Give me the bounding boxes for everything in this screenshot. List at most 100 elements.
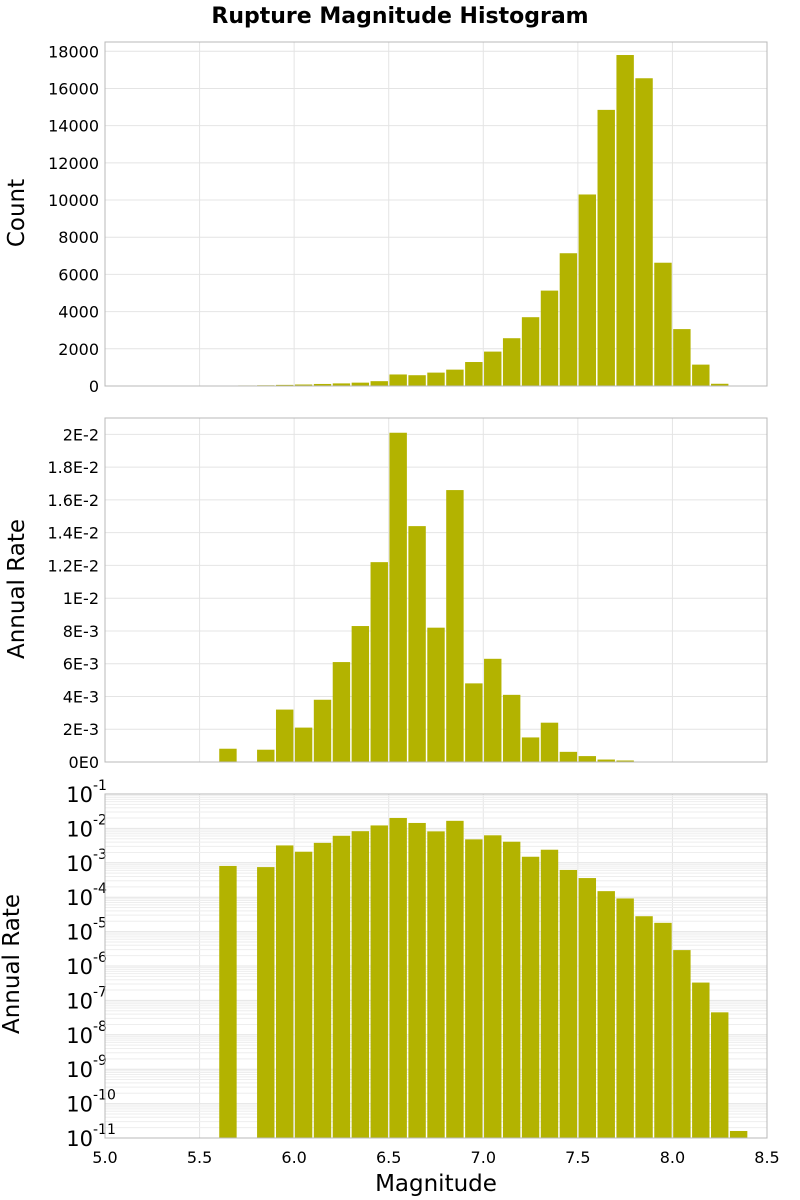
- histogram-bar: [597, 109, 615, 386]
- x-tick-label: 5.5: [187, 1148, 212, 1167]
- histogram-bar: [370, 825, 388, 1138]
- histogram-bar: [332, 383, 351, 386]
- y-tick-label: 1E-2: [63, 589, 99, 608]
- y-tick-label: 1.8E-2: [47, 458, 99, 477]
- y-tick-label-exponent: -1: [93, 778, 107, 794]
- x-tick-label: 6.0: [281, 1148, 306, 1167]
- y-tick-label-base: 10: [66, 989, 93, 1013]
- histogram-bar: [616, 760, 634, 762]
- histogram-bar: [540, 849, 559, 1138]
- histogram-bar: [294, 384, 313, 386]
- histogram-bar: [257, 749, 275, 762]
- y-tick-label: 1.6E-2: [47, 491, 99, 510]
- histogram-bar: [484, 658, 502, 762]
- panel-1: 0 2000 4000 6000 8000 10000 12000 14000 16000 180…: [4, 41, 768, 396]
- y-tick-label: 4000: [58, 303, 99, 322]
- histogram-bar: [729, 1130, 748, 1138]
- histogram-bar: [257, 867, 275, 1138]
- histogram-bar: [427, 627, 445, 762]
- y-axis-label: Annual Rate: [0, 894, 25, 1034]
- histogram-bar: [502, 338, 521, 386]
- y-tick-label: 16000: [48, 79, 99, 98]
- y-tick-label-base: 10: [66, 955, 93, 979]
- y-tick-label-base: 10: [66, 921, 93, 945]
- y-tick-label: 6000: [58, 265, 99, 284]
- histogram-bar: [465, 362, 483, 386]
- histogram-bar: [559, 869, 578, 1138]
- y-tick-label-base: 10: [66, 1093, 93, 1117]
- histogram-bar: [654, 262, 672, 386]
- y-tick-label-base: 10: [66, 1127, 93, 1151]
- histogram-bar: [484, 835, 502, 1138]
- plot-frame: [104, 793, 768, 1139]
- histogram-bar: [219, 865, 237, 1138]
- histogram-bar: [635, 916, 653, 1138]
- x-tick-label: 8.0: [660, 1148, 685, 1167]
- x-axis-label: Magnitude: [375, 1171, 497, 1197]
- histogram-bar: [559, 751, 578, 762]
- histogram-bar: [578, 878, 597, 1138]
- histogram-bar: [446, 820, 464, 1138]
- y-tick-label: 4E-3: [63, 687, 99, 706]
- y-tick-label: 8E-3: [63, 622, 99, 641]
- histogram-bar: [521, 317, 540, 386]
- histogram-bar: [521, 856, 540, 1138]
- histogram-bar: [408, 375, 426, 386]
- histogram-bar: [635, 78, 653, 386]
- x-tick-label: 7.5: [565, 1148, 590, 1167]
- y-tick-label: 10000: [48, 191, 99, 210]
- histogram-bar: [502, 841, 521, 1138]
- x-tick-label: 6.5: [376, 1148, 401, 1167]
- histogram-bar: [578, 194, 597, 386]
- histogram-bar: [711, 383, 729, 386]
- histogram-bar: [654, 922, 672, 1138]
- y-tick-label: 1.2E-2: [47, 556, 99, 575]
- histogram-bar: [427, 831, 445, 1138]
- y-axis-label: Count: [4, 179, 30, 247]
- histogram-bar: [408, 822, 426, 1138]
- y-tick-label-base: 10: [66, 817, 93, 841]
- histogram-bar: [370, 381, 388, 386]
- histogram-bar: [692, 982, 710, 1138]
- y-tick-label-base: 10: [66, 852, 93, 876]
- histogram-bar: [351, 831, 370, 1138]
- x-tick-label: 7.0: [471, 1148, 496, 1167]
- y-tick-label: 2E-3: [63, 720, 99, 739]
- histogram-bar: [446, 369, 464, 386]
- y-tick-label-base: 10: [66, 1058, 93, 1082]
- histogram-bar: [540, 290, 559, 386]
- histogram-bar: [389, 432, 407, 762]
- histogram-bar: [294, 851, 313, 1138]
- histogram-bar: [616, 55, 634, 387]
- y-tick-label-base: 10: [66, 886, 93, 910]
- histogram-bar: [313, 699, 332, 762]
- y-tick-label-exponent: -4: [93, 881, 107, 897]
- histogram-bar: [313, 842, 332, 1138]
- x-axis-ticks: 5.0 5.5 6.0 6.5 7.0 7.5 8.0 8.5: [92, 1148, 779, 1167]
- histogram-bar: [389, 817, 407, 1138]
- y-tick-label-exponent: -3: [93, 847, 107, 863]
- y-axis-label: Annual Rate: [4, 519, 30, 659]
- histogram-bar: [502, 694, 521, 762]
- y-tick-label: 2000: [58, 340, 99, 359]
- y-tick-label-exponent: -7: [93, 984, 107, 1000]
- y-tick-label: 2E-2: [63, 425, 99, 444]
- y-tick-label-exponent: -5: [93, 916, 107, 932]
- y-tick-label-exponent: -8: [93, 1019, 107, 1035]
- histogram-bar: [521, 737, 540, 762]
- x-tick-label: 8.5: [754, 1148, 779, 1167]
- histogram-bar: [484, 351, 502, 386]
- y-tick-label-exponent: -6: [93, 950, 107, 966]
- histogram-bar: [219, 748, 237, 762]
- histogram-bar: [351, 626, 370, 762]
- chart-panels: 0 2000 4000 6000 8000 10000 12000 14000 16000 180…: [0, 41, 780, 1167]
- y-tick-label: 6E-3: [63, 655, 99, 674]
- histogram-bar: [370, 562, 388, 762]
- histogram-bar: [673, 950, 691, 1138]
- panel-3: 10 -110 -210 -310 -410 -510 -610 -710 -810 -910 -1…: [0, 778, 768, 1151]
- histogram-bar: [408, 526, 426, 762]
- histogram-bar: [540, 722, 559, 762]
- y-tick-label-base: 10: [66, 783, 93, 807]
